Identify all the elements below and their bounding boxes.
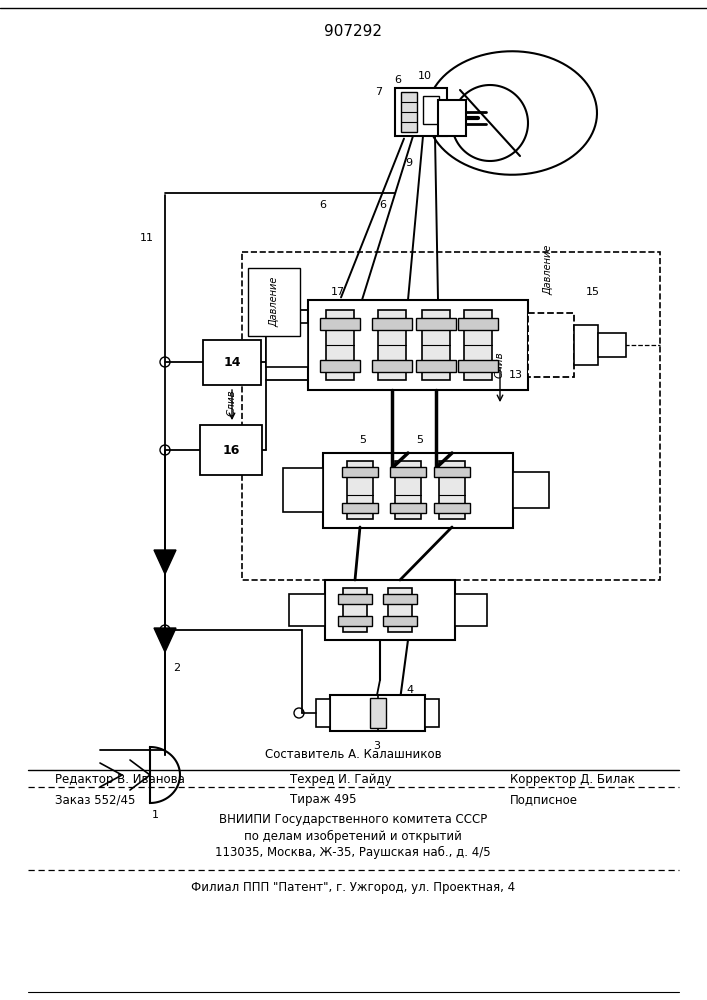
Bar (574, 325, 598, 365)
Bar (395, 461, 421, 519)
Text: 7: 7 (375, 87, 382, 97)
Text: Техред И. Гайду: Техред И. Гайду (290, 774, 392, 786)
Text: 113035, Москва, Ж-35, Раушская наб., д. 4/5: 113035, Москва, Ж-35, Раушская наб., д. … (215, 845, 491, 859)
Bar (316, 699, 330, 727)
Text: ВНИИПИ Государственного комитета СССР: ВНИИПИ Государственного комитета СССР (219, 814, 487, 826)
Text: Тираж 495: Тираж 495 (290, 794, 356, 806)
Text: 6: 6 (380, 200, 387, 210)
Bar (372, 318, 412, 330)
Bar (455, 594, 487, 626)
Bar (458, 360, 498, 372)
Text: 907292: 907292 (324, 24, 382, 39)
Bar (395, 88, 447, 136)
Text: Заказ 552/45: Заказ 552/45 (55, 794, 135, 806)
Text: Подписное: Подписное (510, 794, 578, 806)
Polygon shape (154, 550, 176, 574)
Bar (401, 92, 417, 132)
Bar (342, 467, 378, 477)
Bar (266, 323, 308, 367)
Text: 5: 5 (359, 435, 366, 445)
Bar (203, 340, 261, 385)
Bar (372, 360, 412, 372)
Bar (390, 503, 426, 513)
Text: Давление: Давление (269, 277, 279, 327)
Bar (422, 310, 450, 380)
Text: 6: 6 (395, 75, 402, 85)
Bar (383, 616, 417, 626)
Text: Слив: Слив (227, 390, 237, 416)
Text: 16: 16 (222, 444, 240, 456)
Text: 5: 5 (416, 435, 423, 445)
Text: 1: 1 (151, 810, 158, 820)
Text: 6: 6 (320, 200, 327, 210)
Bar (325, 580, 455, 640)
Bar (390, 467, 426, 477)
Bar (338, 616, 372, 626)
Text: 15: 15 (586, 287, 600, 297)
Bar (343, 588, 367, 632)
Text: Давление: Давление (543, 245, 553, 295)
Bar (338, 594, 372, 604)
Bar (242, 252, 660, 580)
Bar (439, 461, 465, 519)
Text: по делам изобретений и открытий: по делам изобретений и открытий (244, 829, 462, 843)
Bar (598, 333, 626, 357)
Bar (423, 96, 439, 124)
Bar (326, 310, 354, 380)
Bar (308, 300, 528, 390)
Text: Корректор Д. Билак: Корректор Д. Билак (510, 774, 635, 786)
Text: Составитель А. Калашников: Составитель А. Калашников (264, 748, 441, 762)
Text: 13: 13 (509, 370, 523, 380)
Bar (434, 467, 470, 477)
Text: Слив: Слив (495, 352, 505, 378)
Bar (323, 453, 513, 528)
Bar (434, 503, 470, 513)
Text: Редактор В. Иванова: Редактор В. Иванова (55, 774, 185, 786)
Bar (513, 472, 549, 508)
Bar (464, 310, 492, 380)
Bar (383, 594, 417, 604)
Bar (320, 318, 360, 330)
Bar (248, 268, 300, 336)
Text: Филиал ППП "Патент", г. Ужгород, ул. Проектная, 4: Филиал ППП "Патент", г. Ужгород, ул. Про… (191, 880, 515, 894)
Text: 10: 10 (418, 71, 432, 81)
Bar (347, 461, 373, 519)
Bar (458, 318, 498, 330)
Text: 9: 9 (405, 158, 413, 168)
Text: 4: 4 (407, 685, 414, 695)
Bar (283, 468, 323, 512)
Bar (342, 503, 378, 513)
Bar (378, 310, 406, 380)
Bar (528, 313, 574, 377)
Text: 11: 11 (140, 233, 154, 243)
Text: 2: 2 (173, 663, 180, 673)
Bar (416, 360, 456, 372)
Polygon shape (154, 628, 176, 652)
Bar (416, 318, 456, 330)
Text: 3: 3 (373, 741, 380, 751)
Bar (370, 698, 385, 728)
Bar (438, 100, 466, 136)
Bar (200, 425, 262, 475)
Bar (320, 360, 360, 372)
Bar (388, 588, 412, 632)
Text: 14: 14 (223, 356, 241, 368)
Bar (425, 699, 439, 727)
Bar (330, 695, 425, 731)
Text: 17: 17 (331, 287, 345, 297)
Bar (289, 594, 325, 626)
